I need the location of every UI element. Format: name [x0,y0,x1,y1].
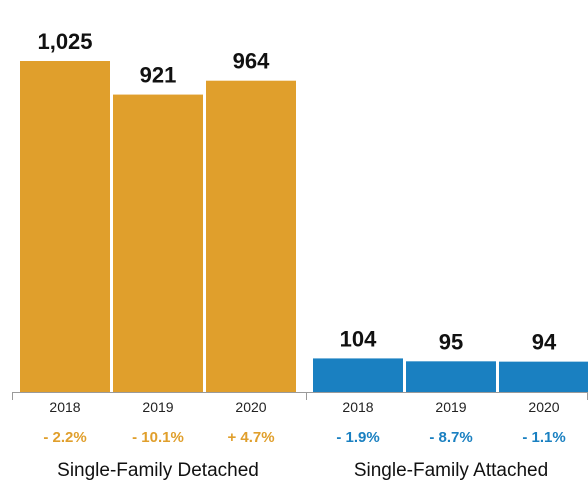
bar-attached-2018 [313,358,403,392]
x-tick-label: 2019 [435,399,466,415]
change-label: + 4.7% [227,429,274,446]
value-label: 104 [340,326,377,351]
x-tick-label: 2019 [142,399,173,415]
x-tick-label: 2020 [235,399,266,415]
change-label: - 1.9% [336,429,379,446]
group-label: Single-Family Attached [354,460,548,481]
bar-detached-2019 [113,94,203,393]
change-label: - 1.1% [522,429,565,446]
value-label: 94 [532,330,557,355]
value-label: 964 [233,49,270,74]
change-label: - 8.7% [429,429,472,446]
value-label: 95 [439,329,463,354]
bar-attached-2019 [406,361,496,392]
value-label: 921 [140,63,177,88]
bar-attached-2020 [499,361,588,392]
change-label: - 10.1% [132,429,184,446]
bar-detached-2018 [20,61,110,392]
group-label: Single-Family Detached [57,460,259,481]
x-tick-label: 2018 [49,399,80,415]
change-label: - 2.2% [43,429,86,446]
x-tick-label: 2018 [342,399,373,415]
x-tick-label: 2020 [528,399,559,415]
value-label: 1,025 [37,29,92,54]
bar-detached-2020 [206,80,296,392]
